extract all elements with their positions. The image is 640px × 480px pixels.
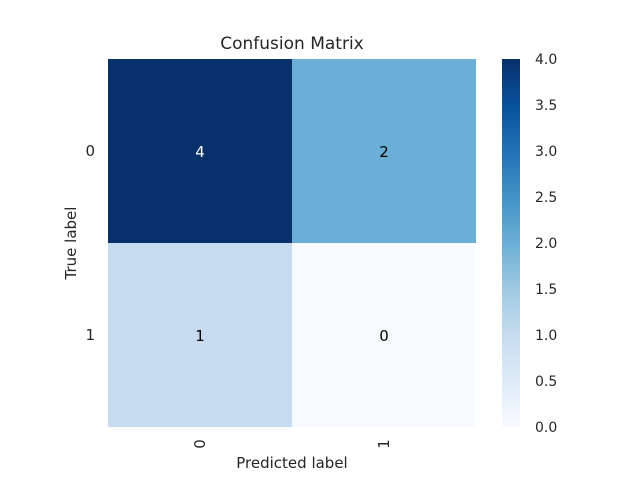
colorbar-tick-1.5: 1.5 [535,282,557,298]
colorbar-tick-3.5: 3.5 [535,98,557,114]
y-tick-labels: 01 [85,142,95,344]
colorbar-tick-labels: 0.0 0.5 1.0 1.5 2.0 2.5 3.0 3.5 4.0 [535,52,557,436]
colorbar-tick-4.0: 4.0 [535,52,557,68]
y-axis-label: True label [62,207,80,281]
heatmap-cell-labels: 4 2 1 0 [195,143,389,345]
x-tick-label-1: 1 [375,439,393,449]
cell-value-0-0: 4 [195,143,205,161]
y-tick-label-1: 1 [85,326,95,344]
heatmap-cells [108,59,476,427]
chart-title: Confusion Matrix [220,34,364,54]
colorbar-tick-0.0: 0.0 [535,420,557,436]
cell-value-1-0: 1 [195,327,205,345]
x-axis-label: Predicted label [236,454,347,472]
colorbar-tick-2.0: 2.0 [535,236,557,252]
colorbar [502,59,520,427]
y-tick-label-0: 0 [85,142,95,160]
colorbar-tick-3.0: 3.0 [535,144,557,160]
colorbar-tick-0.5: 0.5 [535,374,557,390]
heatmap-cell-0-0 [108,59,292,243]
heatmap-cell-1-0 [108,243,292,427]
cell-value-0-1: 2 [379,143,389,161]
cell-value-1-1: 0 [379,327,389,345]
heatmap-cell-0-1 [292,59,476,243]
colorbar-tick-1.0: 1.0 [535,328,557,344]
heatmap-cell-1-1 [292,243,476,427]
x-tick-label-0: 0 [191,439,209,449]
colorbar-tick-2.5: 2.5 [535,190,557,206]
